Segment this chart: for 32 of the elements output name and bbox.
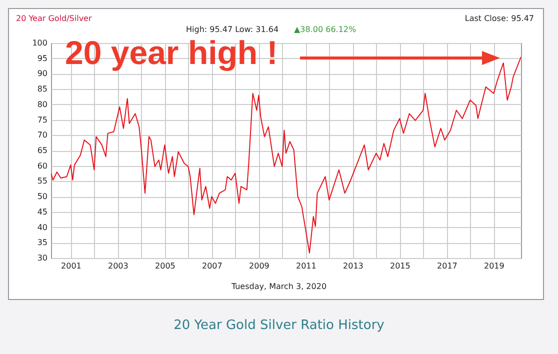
text: 20 Year Gold Silver Ratio History (172, 318, 386, 333)
x-tick-label: 2011 (296, 262, 316, 270)
y-tick-label: 60 (37, 161, 48, 170)
y-tick-label: 45 (37, 207, 48, 216)
y-tick-label: 40 (37, 222, 48, 232)
y-tick-label: 85 (37, 84, 48, 94)
x-tick-label: 2017 (437, 262, 458, 270)
annotation: 20 year high ! (65, 34, 278, 72)
y-tick-label: 35 (37, 238, 48, 248)
text: Last Close: 95.47 (464, 14, 534, 23)
x-axis-title: Tuesday, March 3, 2020 (230, 282, 328, 291)
x-tick-label: 2005 (155, 262, 176, 270)
x-tick-label: 2009 (249, 262, 270, 270)
y-tick-label: 50 (37, 192, 48, 202)
x-tick-label: 2019 (484, 262, 504, 270)
x-tick-label: 2003 (108, 262, 128, 270)
chart-subtitle: High: 95.47 Low: 31.64 (186, 25, 279, 34)
y-tick-label: 65 (37, 146, 48, 155)
y-tick-label: 80 (37, 100, 48, 109)
y-tick-label: 70 (37, 130, 48, 140)
y-tick-label: 75 (37, 115, 48, 124)
chart-title: 20 Year Gold/Silver (16, 14, 92, 23)
y-tick-label: 55 (37, 176, 48, 186)
y-tick-label: 100 (32, 38, 48, 48)
y-tick-label: 95 (37, 54, 48, 63)
x-tick-label: 2013 (343, 262, 364, 270)
x-tick-label: 2007 (202, 262, 222, 270)
x-tick-label: 2015 (390, 262, 410, 270)
y-tick-label: 90 (37, 69, 48, 78)
x-tick-label: 2001 (61, 262, 82, 270)
y-tick-label: 30 (37, 254, 48, 262)
text: ▲38.00 66.12% (294, 25, 356, 34)
